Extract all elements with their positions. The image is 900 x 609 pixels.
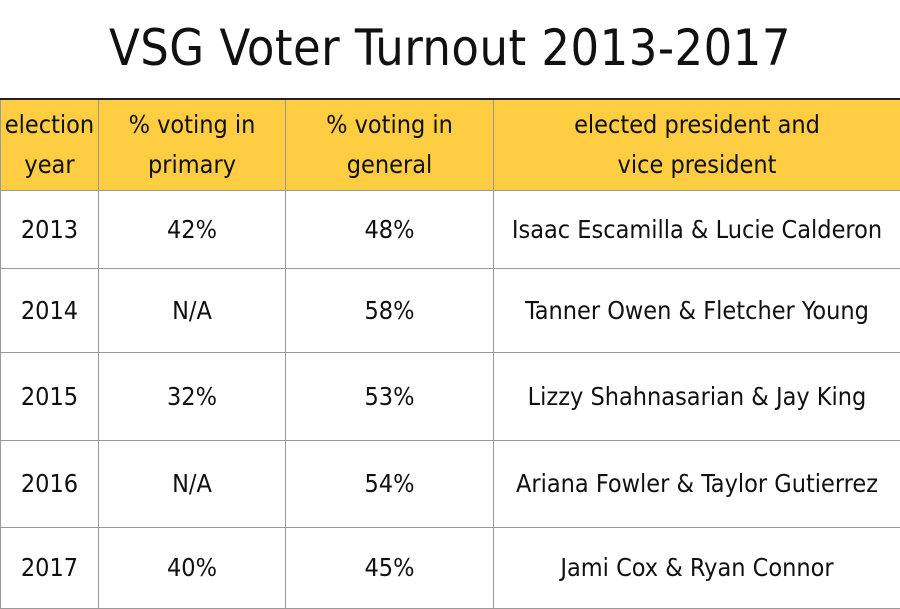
cell-general: 58% (286, 269, 494, 353)
cell-primary: 32% (99, 353, 286, 441)
cell-president: Isaac Escamilla & Lucie Calderon (494, 191, 900, 269)
header-line: general (286, 145, 493, 185)
header-line: primary (99, 145, 285, 185)
table-row: 2016 N/A 54% Ariana Fowler & Taylor Guti… (1, 441, 900, 528)
header-cell-president: elected president and vice president (494, 99, 900, 191)
cell-primary: N/A (99, 269, 286, 353)
cell-general: 48% (286, 191, 494, 269)
cell-year: 2016 (1, 441, 99, 528)
cell-president: Lizzy Shahnasarian & Jay King (494, 353, 900, 441)
cell-president: Ariana Fowler & Taylor Gutierrez (494, 441, 900, 528)
cell-primary: 42% (99, 191, 286, 269)
table-row: 2013 42% 48% Isaac Escamilla & Lucie Cal… (1, 191, 900, 269)
header-line: election (1, 105, 98, 145)
header-line: elected president and (494, 105, 900, 145)
cell-president: Tanner Owen & Fletcher Young (494, 269, 900, 353)
header-cell-election-year: election year (1, 99, 99, 191)
cell-year: 2015 (1, 353, 99, 441)
cell-year: 2013 (1, 191, 99, 269)
table-row: 2015 32% 53% Lizzy Shahnasarian & Jay Ki… (1, 353, 900, 441)
header-row: election year % voting in primary % voti… (1, 99, 900, 191)
cell-primary: N/A (99, 441, 286, 528)
header-line: % voting in (99, 105, 285, 145)
cell-general: 54% (286, 441, 494, 528)
cell-general: 53% (286, 353, 494, 441)
chart-title: VSG Voter Turnout 2013-2017 (0, 12, 900, 84)
cell-president: Jami Cox & Ryan Connor (494, 528, 900, 609)
header-line: year (1, 145, 98, 185)
table-row: 2014 N/A 58% Tanner Owen & Fletcher Youn… (1, 269, 900, 353)
cell-primary: 40% (99, 528, 286, 609)
cell-year: 2014 (1, 269, 99, 353)
header-cell-primary: % voting in primary (99, 99, 286, 191)
header-cell-general: % voting in general (286, 99, 494, 191)
header-line: vice president (494, 145, 900, 185)
voter-turnout-table: election year % voting in primary % voti… (0, 98, 900, 609)
cell-year: 2017 (1, 528, 99, 609)
header-line: % voting in (286, 105, 493, 145)
cell-general: 45% (286, 528, 494, 609)
table-row: 2017 40% 45% Jami Cox & Ryan Connor (1, 528, 900, 609)
